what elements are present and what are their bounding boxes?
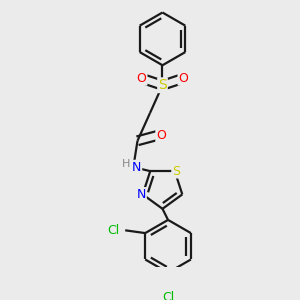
Text: N: N <box>136 188 146 201</box>
Text: O: O <box>137 72 147 85</box>
Text: O: O <box>156 129 166 142</box>
Text: O: O <box>178 72 188 85</box>
Text: Cl: Cl <box>162 291 174 300</box>
Text: H: H <box>122 159 130 170</box>
Text: N: N <box>132 160 141 174</box>
Text: S: S <box>172 165 180 178</box>
Text: Cl: Cl <box>107 224 119 237</box>
Text: S: S <box>158 78 167 92</box>
